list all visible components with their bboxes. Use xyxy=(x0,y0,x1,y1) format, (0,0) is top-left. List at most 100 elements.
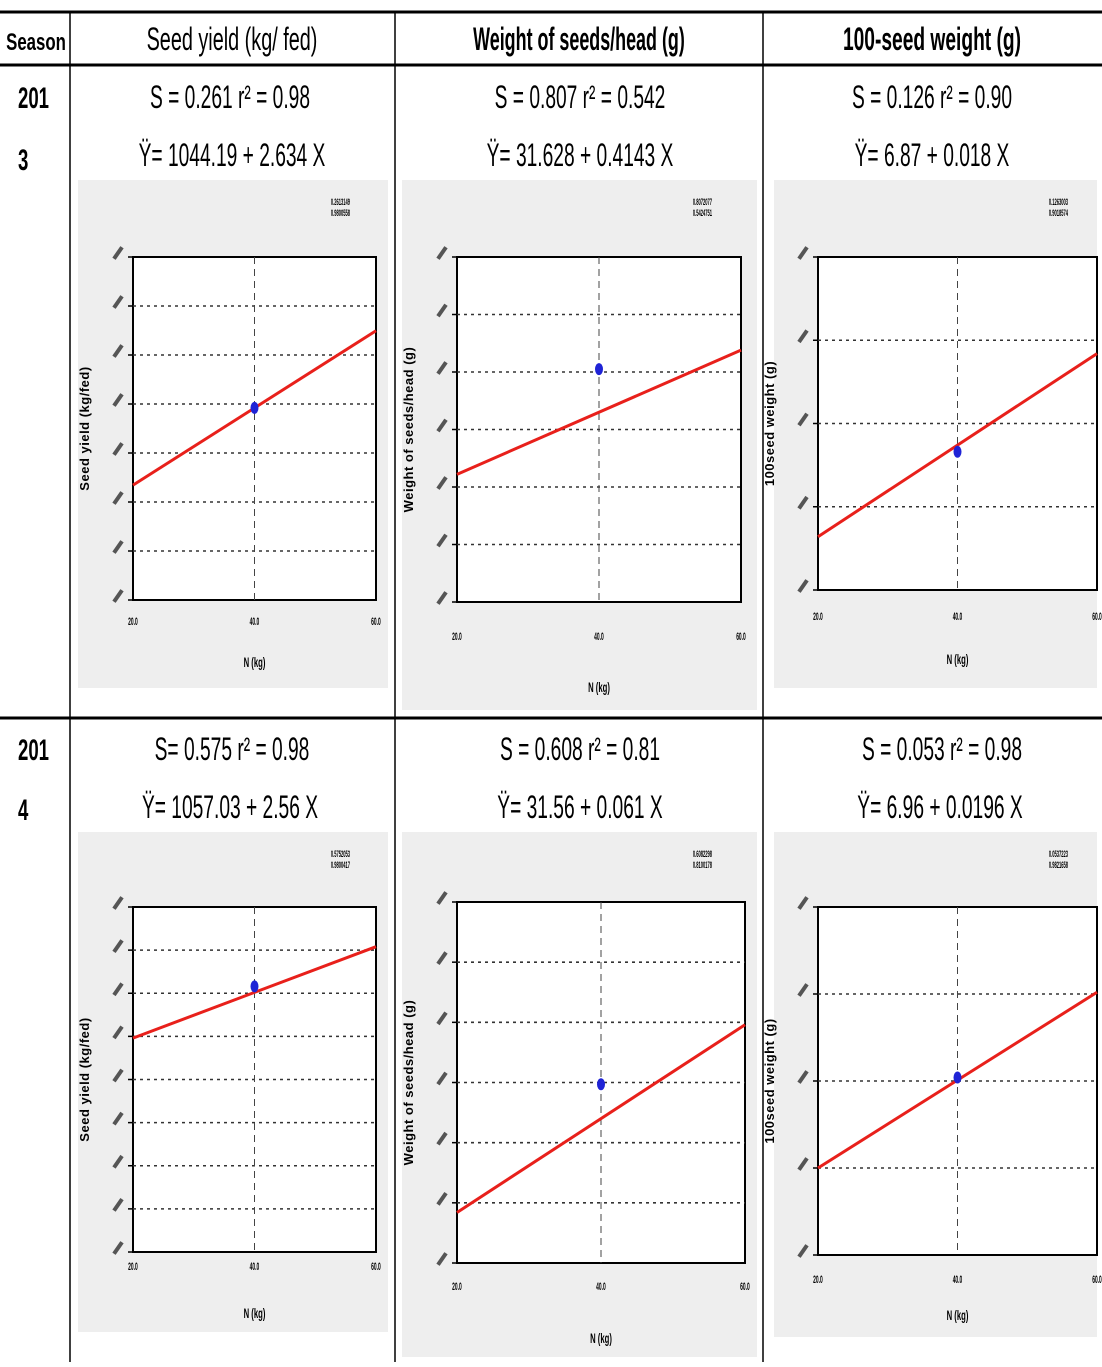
y-tick-label xyxy=(436,418,448,433)
regression-line xyxy=(132,945,377,1040)
equation-2014-100-seed-weight: Ÿ= 6.96 + 0.0196 X xyxy=(857,789,1023,825)
legend-entry: 0.2613149 xyxy=(331,199,350,208)
x-axis-label: N (kg) xyxy=(947,1309,969,1324)
x-tick-label: 40.0 xyxy=(953,1273,963,1286)
equation-2013-weight-seeds-head: Ÿ= 31.628 + 0.4143 X xyxy=(487,137,674,173)
y-tick-label xyxy=(436,951,448,966)
y-tick-label xyxy=(112,1068,124,1083)
header-100-seed-weight: 100-seed weight (g) xyxy=(843,21,1021,57)
y-tick-label xyxy=(112,1154,124,1169)
y-tick-label xyxy=(797,896,809,910)
y-tick-label xyxy=(112,589,124,603)
y-tick-label xyxy=(112,896,124,910)
y-tick-label xyxy=(112,442,124,456)
chart-2013-100-seed-weight: 20.0 40.0 60.0 N (kg) 100seed weight (g) 0.12… xyxy=(762,180,1102,688)
y-axis-label: Seed yield (kg/fed) xyxy=(77,366,92,490)
legend-entry: 0.9018574 xyxy=(1049,210,1068,219)
data-point xyxy=(250,980,259,993)
y-tick-label xyxy=(436,1131,448,1146)
legend-entry: 0.9800417 xyxy=(331,862,350,871)
x-tick-label: 60.0 xyxy=(736,630,746,643)
x-tick-label: 40.0 xyxy=(250,1260,260,1273)
regression-line xyxy=(456,348,742,476)
y-tick-label xyxy=(436,1191,448,1206)
y-tick-label xyxy=(797,412,809,427)
y-axis-label: 100seed weight (g) xyxy=(762,361,777,486)
charts-layer: 20.0 40.0 60.0 N (kg) Seed yield (kg/fed) 0.2… xyxy=(77,180,1102,1357)
stats-2013-100-seed-weight: S = 0.126 r² = 0.90 xyxy=(852,79,1012,115)
season-2014-line1: 201 xyxy=(18,734,49,768)
y-axis-label: 100seed weight (g) xyxy=(762,1018,777,1143)
y-tick-label xyxy=(797,1070,809,1084)
x-tick-label: 20.0 xyxy=(128,1260,138,1273)
data-point xyxy=(953,1071,962,1084)
season-2013-line1: 201 xyxy=(18,82,49,116)
table-grid xyxy=(0,10,1102,1362)
y-tick-label xyxy=(797,495,809,510)
y-tick-label xyxy=(112,1197,124,1212)
legend-entry: 0.9821658 xyxy=(1049,862,1068,871)
x-tick-label: 20.0 xyxy=(452,630,462,643)
y-tick-label xyxy=(436,1011,448,1026)
legend-entry: 0.1263003 xyxy=(1049,199,1068,208)
equation-2014-seed-yield: Ÿ= 1057.03 + 2.56 X xyxy=(142,789,318,825)
chart-2014-seed-yield: 20.0 40.0 60.0 N (kg) Seed yield (kg/fed) 0.5… xyxy=(77,832,388,1332)
legend-entry: 0.9800558 xyxy=(331,210,350,219)
chart-2013-weight-seeds-head: 20.0 40.0 60.0 N (kg) Weight of seeds/head (… xyxy=(401,180,757,710)
data-point xyxy=(953,445,962,458)
x-tick-label: 20.0 xyxy=(452,1280,462,1293)
y-tick-label xyxy=(112,1111,124,1126)
data-point xyxy=(250,401,259,414)
y-tick-label xyxy=(112,344,124,358)
y-tick-label xyxy=(436,533,448,548)
y-tick-label xyxy=(436,361,448,375)
y-tick-label xyxy=(112,1025,124,1040)
chart-2014-weight-seeds-head: 20.0 40.0 60.0 N (kg) Weight of seeds/head (… xyxy=(401,832,757,1357)
x-axis-label: N (kg) xyxy=(244,1307,266,1322)
stats-2014-seed-yield: S= 0.575 r² = 0.98 xyxy=(155,731,310,767)
y-tick-label xyxy=(436,303,448,318)
regression-line xyxy=(456,1023,746,1214)
y-tick-label xyxy=(436,476,448,490)
x-tick-label: 20.0 xyxy=(128,615,138,628)
legend-entry: 0.6082298 xyxy=(693,851,712,860)
y-tick-label xyxy=(112,393,124,407)
y-tick-label xyxy=(112,982,124,997)
x-tick-label: 40.0 xyxy=(596,1280,606,1293)
y-tick-label xyxy=(797,1157,809,1171)
stats-2013-seed-yield: S = 0.261 r² = 0.98 xyxy=(150,79,310,115)
chart-2014-100-seed-weight: 20.0 40.0 60.0 N (kg) 100seed weight (g) 0.05… xyxy=(762,832,1102,1337)
header-season: Season xyxy=(6,29,66,56)
stats-2014-100-seed-weight: S = 0.053 r² = 0.98 xyxy=(862,731,1022,767)
y-axis-label: Weight of seeds/head (g) xyxy=(401,347,416,513)
data-point xyxy=(595,363,603,376)
y-tick-label xyxy=(436,891,448,905)
x-axis-label: N (kg) xyxy=(947,653,969,668)
x-axis-label: N (kg) xyxy=(590,1332,612,1347)
x-tick-label: 60.0 xyxy=(1092,610,1102,623)
y-tick-label xyxy=(112,295,124,309)
y-tick-label xyxy=(797,1244,809,1258)
x-tick-label: 60.0 xyxy=(740,1280,750,1293)
regression-equations: S = 0.261 r² = 0.98 Ÿ= 1044.19 + 2.634 X… xyxy=(139,79,1023,825)
header-weight-seeds-head: Weight of seeds/head (g) xyxy=(473,23,685,58)
x-tick-label: 60.0 xyxy=(371,615,381,628)
equation-2013-100-seed-weight: Ÿ= 6.87 + 0.018 X xyxy=(855,137,1010,173)
chart-2013-seed-yield: 20.0 40.0 60.0 N (kg) Seed yield (kg/fed) 0.2… xyxy=(77,180,388,688)
x-tick-label: 60.0 xyxy=(371,1260,381,1273)
y-tick-label xyxy=(797,246,809,260)
header-seed-yield: Seed yield (kg/ fed) xyxy=(147,21,318,57)
y-axis-label: Seed yield (kg/fed) xyxy=(77,1017,92,1141)
x-axis-label: N (kg) xyxy=(588,681,610,696)
y-tick-label xyxy=(436,1252,448,1266)
x-axis-label: N (kg) xyxy=(244,656,266,671)
y-tick-label xyxy=(112,491,124,505)
legend-entry: 0.8072077 xyxy=(693,199,712,208)
season-labels: 201 3 201 4 xyxy=(18,82,49,828)
y-tick-label xyxy=(112,540,124,554)
y-tick-label xyxy=(436,1071,448,1086)
equation-2014-weight-seeds-head: Ÿ= 31.56 + 0.061 X xyxy=(497,789,663,825)
x-tick-label: 40.0 xyxy=(953,610,963,623)
y-tick-label xyxy=(797,579,809,593)
x-tick-label: 40.0 xyxy=(250,615,260,628)
